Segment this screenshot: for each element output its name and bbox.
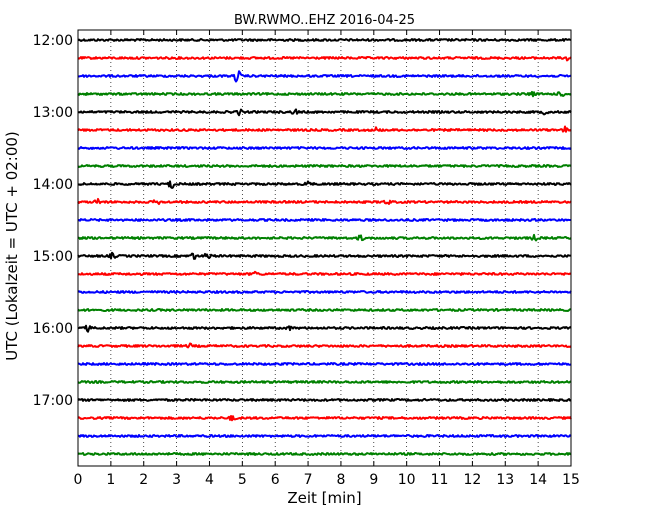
x-tick-label: 5 [238,472,247,488]
x-tick-label: 8 [336,472,345,488]
x-tick-label: 0 [74,472,83,488]
trace-1615 [77,342,572,349]
trace-1715 [77,414,572,422]
x-axis-ticks: 0 1 2 3 4 5 6 7 8 9 10 11 12 13 14 15 [74,30,580,488]
trace-1600 [77,324,572,333]
y-tick-label: 13:00 [33,105,73,121]
trace-1515 [77,270,572,276]
trace-1345 [77,164,572,168]
trace-1300 [77,108,572,117]
trace-1645 [77,380,572,384]
trace-1530 [77,290,572,294]
plot-frame [77,29,572,467]
x-tick-label: 6 [271,472,280,488]
x-tick-label: 3 [172,472,181,488]
chart-title: BW.RWMO..EHZ 2016-04-25 [234,13,415,28]
x-tick-label: 9 [369,472,378,488]
y-tick-label: 12:00 [33,33,73,49]
trace-1200 [77,38,572,42]
y-tick-label: 15:00 [33,249,73,265]
trace-1500 [77,251,572,260]
trace-1545 [77,308,571,312]
trace-1330 [77,146,572,150]
x-tick-label: 7 [304,472,313,488]
x-tick-label: 12 [463,472,481,488]
trace-1245 [77,90,572,98]
x-tick-label: 4 [205,472,214,488]
y-tick-label: 16:00 [33,321,73,337]
x-axis-label: Zeit [min] [287,489,361,507]
trace-1230 [77,70,572,83]
trace-1415 [77,197,572,206]
trace-1630 [77,362,572,366]
y-axis-ticks: 12:00 13:00 14:00 15:00 16:00 17:00 [33,33,571,409]
x-tick-label: 14 [529,472,547,488]
y-axis-label: UTC (Lokalzeit = UTC + 02:00) [3,131,21,361]
trace-group [77,38,572,456]
trace-1315 [77,125,572,133]
x-tick-label: 11 [431,472,449,488]
x-tick-label: 2 [139,472,148,488]
y-tick-label: 17:00 [33,393,73,409]
trace-1400 [77,180,572,189]
x-tick-label: 1 [106,472,115,488]
y-tick-label: 14:00 [33,177,73,193]
x-tick-label: 10 [398,472,416,488]
trace-1700 [77,398,572,402]
trace-1445 [77,233,572,242]
x-tick-label: 15 [562,472,580,488]
grid-lines [110,30,539,466]
x-tick-label: 13 [496,472,514,488]
trace-1430 [77,218,572,222]
trace-1730 [77,434,572,438]
trace-1215 [77,56,572,62]
trace-1745 [77,452,572,456]
